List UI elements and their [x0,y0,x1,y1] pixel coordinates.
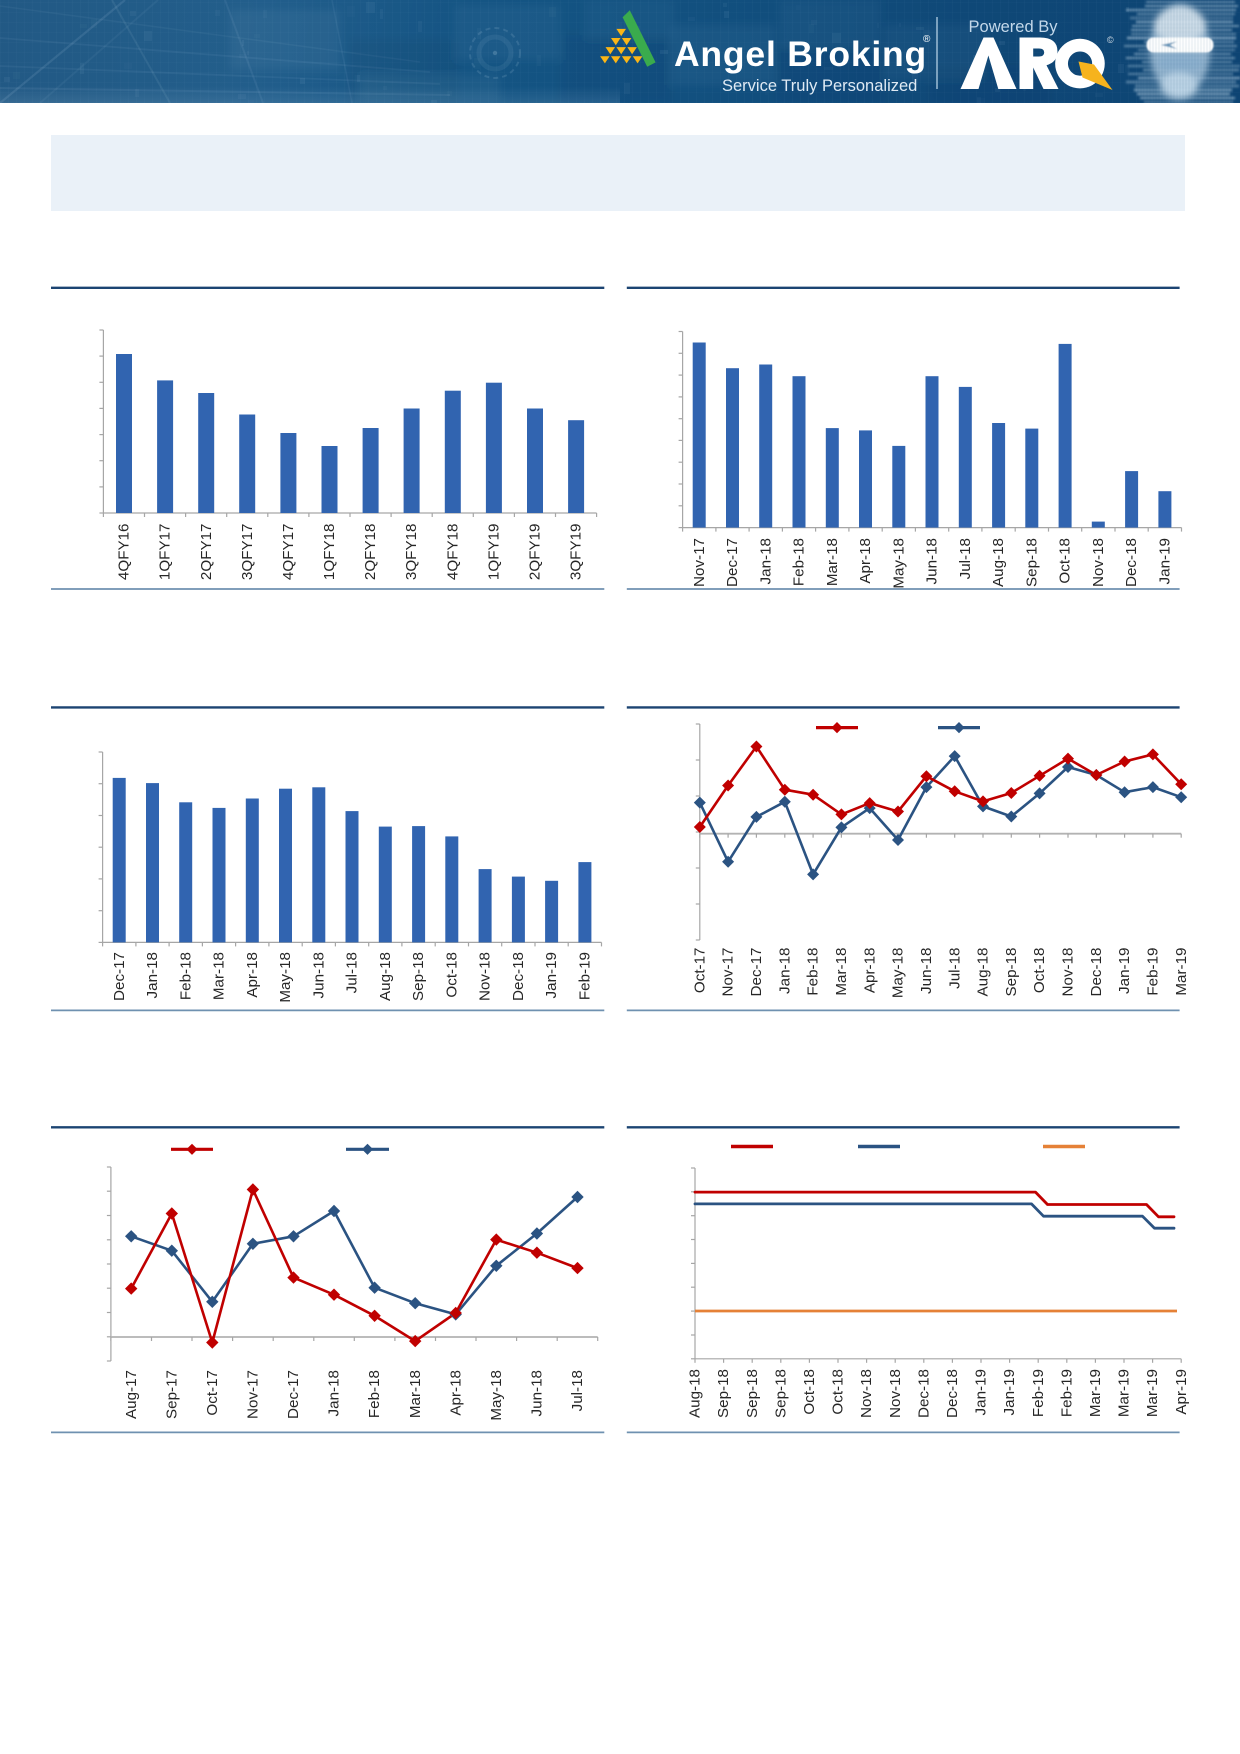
svg-text:Apr-18: Apr-18 [857,538,874,584]
svg-text:Jun-18: Jun-18 [918,948,935,994]
svg-text:Dec-18: Dec-18 [1088,948,1105,997]
svg-text:Dec-18: Dec-18 [510,952,527,1001]
svg-text:Jul-18: Jul-18 [957,538,974,579]
svg-text:Powered By: Powered By [969,18,1059,36]
svg-text:Jul-18: Jul-18 [569,1370,586,1411]
svg-text:Dec-17: Dec-17 [748,948,765,997]
svg-text:Sep-18: Sep-18 [410,952,427,1001]
svg-text:Dec-18: Dec-18 [944,1369,961,1418]
svg-text:May-18: May-18 [277,952,294,1003]
svg-text:Mar-18: Mar-18 [824,538,841,586]
svg-text:Aug-18: Aug-18 [975,948,992,997]
svg-text:Apr-18: Apr-18 [861,948,878,994]
svg-text:Sep-18: Sep-18 [715,1369,732,1418]
svg-text:Oct-18: Oct-18 [1057,538,1074,584]
svg-text:3QFY17: 3QFY17 [239,524,256,581]
svg-text:4QFY18: 4QFY18 [444,524,461,581]
svg-text:Mar-19: Mar-19 [1144,1369,1161,1417]
svg-text:Dec-17: Dec-17 [285,1370,302,1419]
svg-text:Sep-18: Sep-18 [1003,948,1020,997]
svg-text:Mar-19: Mar-19 [1116,1369,1133,1417]
svg-text:Feb-19: Feb-19 [1145,948,1162,996]
svg-text:1QFY19: 1QFY19 [486,524,503,581]
svg-text:Feb-18: Feb-18 [177,952,194,1000]
svg-text:Jan-19: Jan-19 [543,952,560,998]
svg-text:Mar-19: Mar-19 [1173,948,1190,996]
svg-text:Dec-18: Dec-18 [915,1369,932,1418]
svg-text:Apr-19: Apr-19 [1173,1369,1190,1415]
svg-text:Jun-18: Jun-18 [310,952,327,998]
svg-text:®: ® [923,34,931,45]
svg-text:Oct-17: Oct-17 [691,948,708,994]
svg-text:Jan-18: Jan-18 [326,1370,343,1416]
svg-text:Angel Broking: Angel Broking [674,34,927,74]
svg-text:Jan-19: Jan-19 [973,1369,990,1415]
svg-text:Dec-18: Dec-18 [1123,538,1140,587]
svg-text:4QFY16: 4QFY16 [116,524,133,581]
svg-text:Apr-18: Apr-18 [447,1370,464,1416]
svg-text:May-18: May-18 [488,1370,505,1421]
svg-text:Mar-18: Mar-18 [211,952,228,1000]
svg-text:Sep-18: Sep-18 [744,1369,761,1418]
svg-text:Jan-19: Jan-19 [1157,538,1174,584]
svg-text:3QFY18: 3QFY18 [403,524,420,581]
svg-text:Mar-19: Mar-19 [1087,1369,1104,1417]
svg-text:Feb-19: Feb-19 [1030,1369,1047,1417]
svg-text:Jul-18: Jul-18 [946,948,963,989]
svg-text:Nov-18: Nov-18 [858,1369,875,1418]
svg-text:Feb-19: Feb-19 [1058,1369,1075,1417]
svg-text:Nov-18: Nov-18 [887,1369,904,1418]
svg-text:Service Truly Personalized: Service Truly Personalized [722,77,917,95]
svg-text:Jul-18: Jul-18 [344,952,361,993]
svg-text:May-18: May-18 [890,538,907,589]
svg-text:Oct-18: Oct-18 [801,1369,818,1415]
svg-text:Dec-17: Dec-17 [111,952,128,1001]
svg-text:Jan-18: Jan-18 [776,948,793,994]
svg-text:Aug-18: Aug-18 [687,1369,704,1418]
svg-text:Mar-18: Mar-18 [833,948,850,996]
svg-text:Sep-17: Sep-17 [163,1370,180,1419]
svg-text:Nov-17: Nov-17 [720,948,737,997]
svg-text:Dec-17: Dec-17 [724,538,741,587]
svg-text:Nov-18: Nov-18 [1090,538,1107,587]
svg-text:2QFY17: 2QFY17 [198,524,215,581]
svg-text:2QFY18: 2QFY18 [362,524,379,581]
svg-text:Feb-18: Feb-18 [366,1370,383,1418]
svg-text:Feb-19: Feb-19 [577,952,594,1000]
svg-text:Nov-17: Nov-17 [691,538,708,587]
svg-text:Jan-18: Jan-18 [757,538,774,584]
svg-text:Jun-18: Jun-18 [924,538,941,584]
svg-text:©: © [1107,35,1114,45]
svg-text:May-18: May-18 [890,948,907,999]
svg-text:Oct-18: Oct-18 [830,1369,847,1415]
svg-text:Sep-18: Sep-18 [1023,538,1040,587]
svg-text:Feb-18: Feb-18 [805,948,822,996]
svg-text:Oct-18: Oct-18 [1031,948,1048,994]
svg-text:Jan-19: Jan-19 [1116,948,1133,994]
svg-text:Oct-18: Oct-18 [443,952,460,998]
svg-text:Apr-18: Apr-18 [244,952,261,998]
svg-text:Jan-19: Jan-19 [1001,1369,1018,1415]
svg-text:Jun-18: Jun-18 [529,1370,546,1416]
svg-text:1QFY18: 1QFY18 [321,524,338,581]
svg-text:2QFY19: 2QFY19 [527,524,544,581]
svg-text:Mar-18: Mar-18 [407,1370,424,1418]
svg-text:Oct-17: Oct-17 [204,1370,221,1416]
svg-text:3QFY19: 3QFY19 [568,524,585,581]
svg-text:Feb-18: Feb-18 [791,538,808,586]
svg-text:Sep-18: Sep-18 [772,1369,789,1418]
svg-text:1QFY17: 1QFY17 [157,524,174,581]
svg-text:Jan-18: Jan-18 [144,952,161,998]
svg-text:Aug-18: Aug-18 [377,952,394,1001]
svg-text:Nov-17: Nov-17 [245,1370,262,1419]
svg-text:Aug-18: Aug-18 [990,538,1007,587]
svg-text:Nov-18: Nov-18 [1060,948,1077,997]
svg-text:Nov-18: Nov-18 [477,952,494,1001]
svg-text:4QFY17: 4QFY17 [280,524,297,581]
svg-text:Aug-17: Aug-17 [123,1370,140,1419]
